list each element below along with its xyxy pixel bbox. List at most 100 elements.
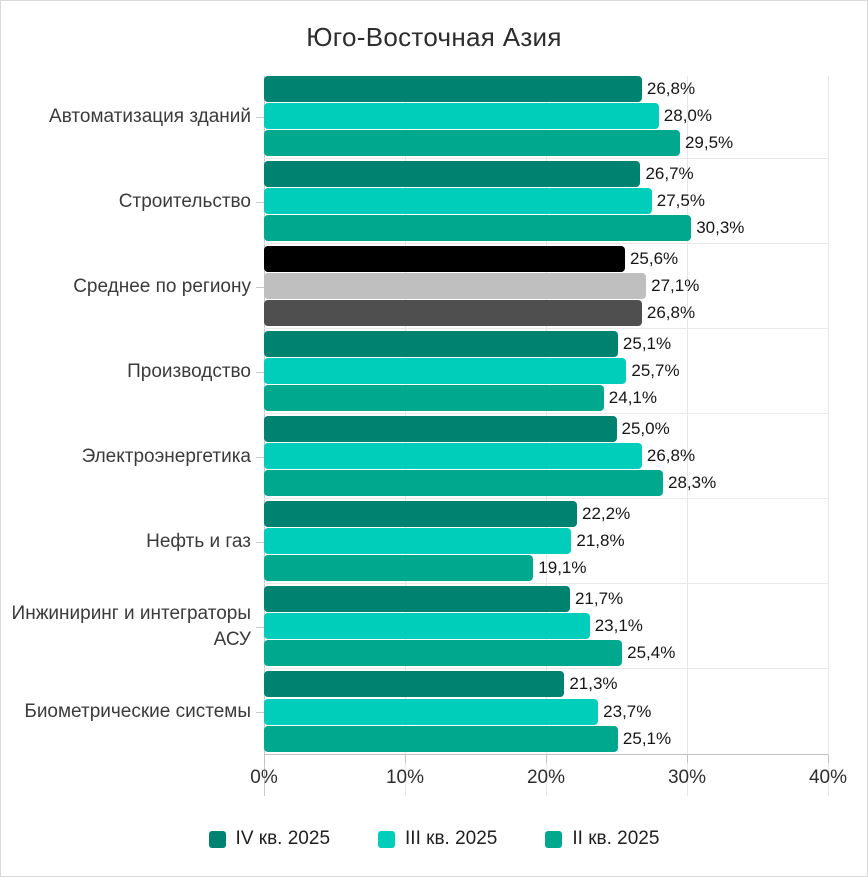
category-label: Нефть и газ	[1, 499, 264, 584]
bar-III кв. 2025[interactable]	[264, 443, 642, 469]
bar-rows: Автоматизация зданий 26,8% 28,0% 29,5% Стр…	[1, 74, 867, 754]
bar-II кв. 2025[interactable]	[264, 470, 664, 496]
bar-value-label: 21,7%	[574, 589, 624, 608]
bar-III кв. 2025[interactable]	[264, 273, 647, 299]
bar-group: 22,2% 21,8% 19,1%	[264, 499, 828, 584]
bar-II кв. 2025[interactable]	[264, 640, 623, 666]
bar-group: 25,6% 27,1% 26,8%	[264, 244, 828, 329]
bar-line: 26,8%	[264, 300, 828, 326]
bar-line: 26,8%	[264, 76, 828, 102]
bar-IV кв. 2025[interactable]	[264, 76, 642, 102]
bar-line: 29,5%	[264, 130, 828, 156]
bar-row: Строительство 26,7% 27,5% 30,3%	[1, 159, 867, 244]
x-axis-tick	[405, 755, 406, 763]
legend-swatch-icon	[208, 830, 226, 848]
bar-group: 26,8% 28,0% 29,5%	[264, 74, 828, 159]
legend-label: IV кв. 2025	[235, 828, 331, 849]
chart: Автоматизация зданий 26,8% 28,0% 29,5% Стр…	[1, 74, 867, 796]
category-label: Электроэнергетика	[1, 414, 264, 499]
bar-II кв. 2025[interactable]	[264, 385, 604, 411]
category-label: Производство	[1, 329, 264, 414]
legend-item-II кв. 2025[interactable]: II кв. 2025	[545, 828, 659, 850]
bar-value-label: 22,2%	[582, 504, 631, 523]
legend-item-III кв. 2025[interactable]: III кв. 2025	[378, 828, 497, 850]
bar-value-label: 25,4%	[627, 643, 676, 662]
bar-line: 24,1%	[264, 385, 828, 411]
bar-value-label: 26,8%	[646, 303, 696, 322]
chart-title: Юго-Восточная Азия	[306, 22, 562, 52]
bar-value-label: 28,3%	[668, 473, 717, 492]
bar-III кв. 2025[interactable]	[264, 103, 659, 129]
bar-value-label: 29,5%	[684, 133, 734, 152]
bar-III кв. 2025[interactable]	[264, 528, 572, 554]
category-label: Биометрические системы	[1, 669, 264, 754]
bar-line: 25,1%	[264, 725, 828, 752]
bar-IV кв. 2025[interactable]	[264, 416, 617, 442]
x-axis-label: 0%	[250, 767, 278, 788]
plot-area: Автоматизация зданий 26,8% 28,0% 29,5% Стр…	[1, 74, 867, 796]
bar-line: 25,7%	[264, 358, 828, 384]
bar-IV кв. 2025[interactable]	[264, 586, 570, 612]
bar-group: 25,0% 26,8% 28,3%	[264, 414, 828, 499]
gridline	[828, 76, 829, 796]
x-axis-label: 40%	[808, 767, 848, 788]
bar-III кв. 2025[interactable]	[264, 698, 599, 725]
bar-row: Нефть и газ 22,2% 21,8% 19,1%	[1, 499, 867, 584]
bar-line: 21,3%	[264, 671, 828, 698]
bar-II кв. 2025[interactable]	[264, 300, 642, 326]
bar-value-label: 21,8%	[576, 531, 625, 550]
bar-IV кв. 2025[interactable]	[264, 246, 625, 272]
category-label: Инжиниринг и интеграторы АСУ	[1, 584, 264, 669]
bar-line: 27,5%	[264, 188, 828, 214]
bar-IV кв. 2025[interactable]	[264, 501, 578, 527]
bar-line: 28,3%	[264, 470, 828, 496]
bar-value-label: 27,5%	[656, 191, 705, 210]
bar-line: 25,0%	[264, 416, 828, 442]
x-axis-tick	[687, 755, 688, 763]
bar-line: 23,1%	[264, 613, 828, 639]
legend-swatch-icon	[545, 830, 563, 848]
bar-group: 21,7% 23,1% 25,4%	[264, 584, 828, 669]
bar-line: 23,7%	[264, 698, 828, 725]
bar-line: 21,8%	[264, 528, 828, 554]
bar-value-label: 23,7%	[603, 701, 652, 721]
bar-value-label: 27,1%	[651, 276, 700, 295]
bar-row: Биометрические системы 21,3% 23,7% 25,1%	[1, 669, 867, 754]
x-axis-label: 20%	[526, 767, 566, 788]
x-axis-tick	[546, 755, 547, 763]
bar-line: 26,8%	[264, 443, 828, 469]
bar-line: 19,1%	[264, 555, 828, 581]
x-axis-tick	[264, 755, 265, 763]
bar-row: Инжиниринг и интеграторы АСУ 21,7% 23,1% 2…	[1, 584, 867, 669]
bar-IV кв. 2025[interactable]	[264, 331, 618, 357]
bar-II кв. 2025[interactable]	[264, 555, 534, 581]
bar-II кв. 2025[interactable]	[264, 725, 618, 752]
bar-value-label: 28,0%	[663, 106, 712, 125]
legend-swatch-icon	[378, 830, 396, 848]
x-axis-label: 30%	[667, 767, 707, 788]
bar-line: 25,4%	[264, 640, 828, 666]
bar-value-label: 21,3%	[569, 674, 618, 694]
legend-label: III кв. 2025	[405, 828, 498, 849]
x-axis: 0% 10% 20% 30% 40%	[250, 754, 847, 796]
bar-III кв. 2025[interactable]	[264, 188, 652, 214]
legend-item-IV кв. 2025[interactable]: IV кв. 2025	[208, 828, 331, 850]
bar-II кв. 2025[interactable]	[264, 215, 692, 241]
bar-line: 28,0%	[264, 103, 828, 129]
bar-value-label: 24,1%	[608, 388, 657, 407]
bar-III кв. 2025[interactable]	[264, 613, 590, 639]
bar-value-label: 25,1%	[622, 334, 672, 353]
bar-III кв. 2025[interactable]	[264, 358, 627, 384]
bar-line: 27,1%	[264, 273, 828, 299]
legend-label: II кв. 2025	[572, 828, 660, 849]
bar-IV кв. 2025[interactable]	[264, 671, 565, 698]
bar-II кв. 2025[interactable]	[264, 130, 680, 156]
x-axis-label: 10%	[385, 767, 425, 788]
category-label: Среднее по региону	[1, 244, 264, 329]
bar-row: Среднее по региону 25,6% 27,1% 26,8%	[1, 244, 867, 329]
bar-IV кв. 2025[interactable]	[264, 161, 641, 187]
bar-value-label: 19,1%	[538, 558, 587, 577]
bar-group: 25,1% 25,7% 24,1%	[264, 329, 828, 414]
bar-line: 26,7%	[264, 161, 828, 187]
bar-line: 25,6%	[264, 246, 828, 272]
